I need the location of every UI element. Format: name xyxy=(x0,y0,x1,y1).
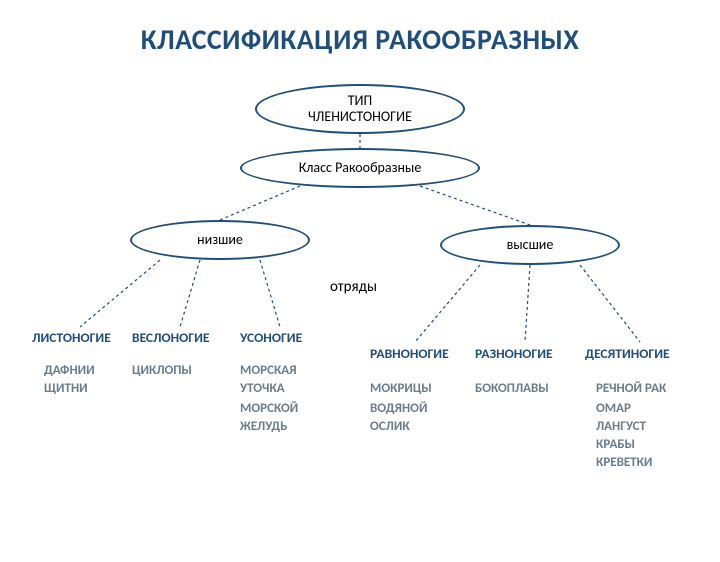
order-usonogie: УСОНОГИЕ xyxy=(240,329,302,346)
ex-kraby: КРАБЫ xyxy=(596,436,635,454)
ex-dafnii: ДАФНИИ xyxy=(44,362,95,380)
ex-krevetki: КРЕВЕТКИ xyxy=(596,454,652,472)
ex-shitni: ЩИТНИ xyxy=(44,380,88,398)
order-ravnonogie: РАВНОНОГИЕ xyxy=(370,345,449,362)
ex-ciklopy: ЦИКЛОПЫ xyxy=(132,362,192,380)
order-raznonogie: РАЗНОНОГИЕ xyxy=(475,345,553,362)
ex-langust: ЛАНГУСТ xyxy=(596,418,646,436)
node-tip: ТИП ЧЛЕНИСТОНОГИЕ xyxy=(255,84,465,134)
order-veslonogie: ВЕСЛОНОГИЕ xyxy=(132,329,209,346)
node-nizshie: низшие xyxy=(130,220,310,260)
node-klass-label: Класс Ракообразные xyxy=(299,160,422,176)
ex-morskaya-utochka: МОРСКАЯ УТОЧКА xyxy=(240,362,297,397)
node-nizshie-label: низшие xyxy=(197,232,243,248)
ex-vodyanoi-oslik: ВОДЯНОЙ ОСЛИК xyxy=(370,400,427,435)
order-listonogie: ЛИСТОНОГИЕ xyxy=(32,329,111,346)
ex-bokoplavy: БОКОПЛАВЫ xyxy=(475,380,549,398)
ex-mokricy: МОКРИЦЫ xyxy=(370,380,432,398)
ex-omar: ОМАР xyxy=(596,400,631,418)
ex-morskoi-zhelud: МОРСКОЙ ЖЕЛУДЬ xyxy=(240,400,298,435)
node-vysshie-label: высшие xyxy=(507,237,554,253)
node-tip-label: ТИП ЧЛЕНИСТОНОГИЕ xyxy=(308,93,412,125)
node-vysshie: высшие xyxy=(440,225,620,265)
label-otryady: отряды xyxy=(330,278,377,296)
order-desyatinogie: ДЕСЯТИНОГИЕ xyxy=(585,345,670,362)
ex-rechnoi-rak: РЕЧНОЙ РАК xyxy=(596,380,666,398)
node-klass: Класс Ракообразные xyxy=(240,148,480,188)
page-title: КЛАССИФИКАЦИЯ РАКООБРАЗНЫХ xyxy=(0,22,720,57)
